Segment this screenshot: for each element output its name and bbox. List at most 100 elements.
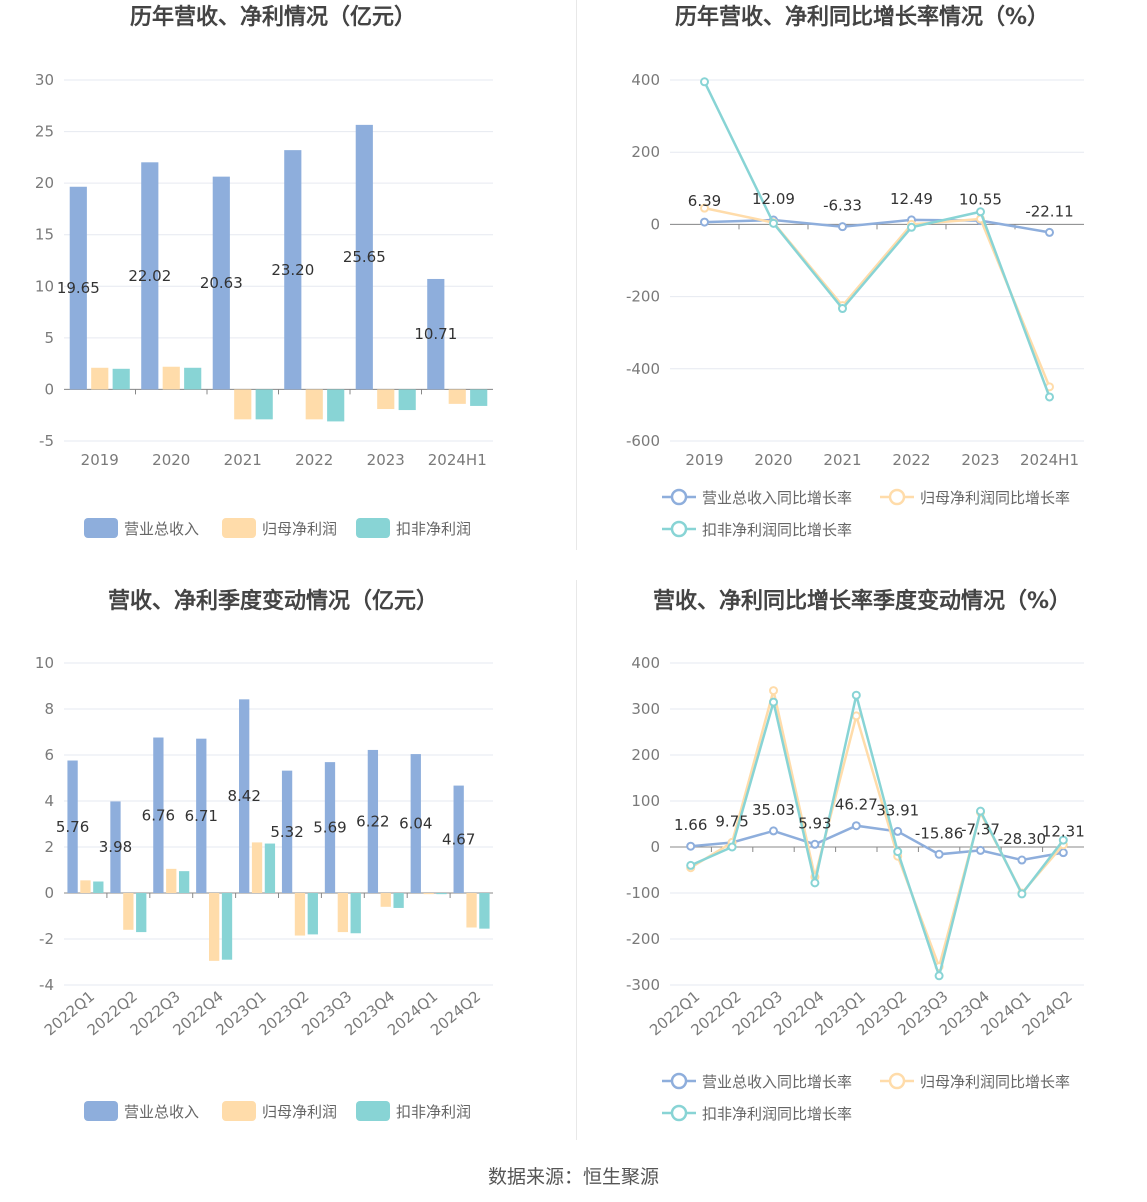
x-tick-label: 2020	[754, 451, 792, 469]
bar-营业总收入-2022	[284, 150, 302, 390]
legend-label: 营业总收入同比增长率	[702, 489, 852, 507]
data-label: 6.76	[142, 806, 175, 824]
y-tick-label: -200	[626, 930, 660, 948]
chart-panel-annual-growth: 历年营收、净利同比增长率情况（%） -600 -400 -200 0 200 400 2019…	[574, 0, 1147, 580]
point-营业总收入同比增长率-2021	[838, 222, 847, 232]
bar-归母净利润-2022Q3	[166, 868, 177, 893]
y-tick-label: 0	[44, 380, 54, 398]
y-tick-label: -200	[626, 288, 660, 306]
point-营业总收入同比增长率-2023Q4	[976, 845, 985, 855]
bar-归母净利润-2023Q4	[380, 893, 391, 907]
bar-扣非净利润-2024H1	[470, 389, 488, 406]
bar-营业总收入-2023Q2	[281, 770, 293, 893]
legend-swatch-marker	[670, 1104, 688, 1122]
point-营业总收入同比增长率-2022Q3	[769, 826, 778, 836]
bar-归母净利润-2020	[162, 366, 180, 390]
bar-扣非净利润-2023Q3	[350, 893, 361, 934]
bar-扣非净利润-2022Q2	[136, 893, 147, 933]
series-line-扣非净利润同比增长率	[690, 694, 1065, 981]
legend-swatch	[84, 1101, 118, 1121]
data-label: 5.32	[270, 823, 303, 841]
y-tick-label: 25	[35, 123, 54, 141]
point-营业总收入同比增长率-2019	[700, 217, 709, 227]
y-tick-label: 0	[650, 838, 660, 856]
y-tick-label: 2	[44, 838, 54, 856]
bar-扣非净利润-2021	[255, 389, 273, 420]
legend-swatch	[356, 518, 390, 538]
data-label: 1.66	[674, 816, 707, 834]
data-label: 23.20	[271, 261, 314, 279]
chart-panel-quarterly-growth: 营收、净利同比增长率季度变动情况（%） -300 -200 -100 0 100 200 30…	[574, 580, 1147, 1160]
x-tick-label: 2020	[152, 451, 190, 469]
legend-swatch-marker	[888, 488, 906, 506]
bar-归母净利润-2021	[234, 389, 252, 420]
legend-label: 营业总收入同比增长率	[702, 1073, 852, 1091]
chart-title: 营收、净利季度变动情况（亿元）	[108, 588, 438, 614]
bar-扣非净利润-2022	[327, 389, 345, 422]
point-扣非净利润同比增长率-2022Q3	[769, 697, 778, 707]
x-tick-label: 2024H1	[1020, 451, 1079, 469]
data-label: -15.86	[915, 824, 963, 842]
legend-label: 扣非净利润同比增长率	[702, 1105, 852, 1123]
y-tick-label: 0	[650, 215, 660, 233]
y-tick-label: 4	[44, 792, 54, 810]
data-label: 10.55	[959, 191, 1002, 209]
series-line-扣非净利润同比增长率	[703, 81, 1051, 398]
y-tick-label: 400	[631, 71, 660, 89]
bar-营业总收入-2024Q1	[410, 754, 421, 893]
x-tick-label: 2021	[823, 451, 861, 469]
point-扣非净利润同比增长率-2024H1	[1045, 392, 1054, 402]
bar-扣非净利润-2022Q1	[93, 881, 104, 893]
point-扣非净利润同比增长率-2023	[976, 207, 985, 217]
bar-营业总收入-2020	[141, 162, 159, 390]
chart-panel-annual-values: 历年营收、净利情况（亿元） -5 0 5 10 15 20 25 30 2019 2020 2021 2…	[0, 0, 573, 580]
legend-swatch-marker	[670, 1072, 688, 1090]
y-tick-label: -600	[626, 432, 660, 450]
y-tick-label: -2	[39, 930, 54, 948]
point-营业总收入同比增长率-2023Q3	[934, 849, 944, 859]
data-label: 10.71	[414, 325, 457, 343]
point-营业总收入同比增长率-2024H1	[1045, 227, 1054, 237]
legend-swatch	[84, 518, 118, 538]
bar-扣非净利润-2023Q2	[307, 893, 318, 935]
data-label: 19.65	[57, 279, 100, 297]
legend-label: 营业总收入	[124, 1103, 199, 1121]
y-tick-label: 200	[631, 746, 660, 764]
y-tick-label: 5	[44, 329, 54, 347]
data-label: 22.02	[128, 267, 171, 285]
bar-归母净利润-2024Q1	[423, 893, 434, 895]
bar-扣非净利润-2023	[398, 389, 416, 411]
data-label: 46.27	[835, 796, 878, 814]
bar-营业总收入-2019	[69, 186, 87, 390]
series-line-归母净利润同比增长率	[704, 206, 1051, 388]
bar-扣非净利润-2023Q4	[393, 893, 404, 908]
legend-label: 营业总收入	[124, 520, 199, 538]
data-label: 6.22	[356, 812, 389, 830]
bar-归母净利润-2019	[91, 367, 109, 390]
data-label: -22.11	[1025, 202, 1073, 220]
chart-title: 历年营收、净利同比增长率情况（%）	[675, 4, 1049, 30]
bar-归母净利润-2022Q4	[209, 893, 220, 961]
bar-营业总收入-2022Q4	[196, 738, 207, 893]
bar-扣非净利润-2022Q3	[178, 871, 190, 893]
data-label: 6.39	[688, 192, 721, 210]
quarterly-revenue-profit-chart: 营收、净利季度变动情况（亿元）-4-202468102022Q12022Q220…	[35, 588, 493, 1121]
y-tick-label: 200	[631, 143, 660, 161]
x-tick-label: 2024H1	[428, 451, 487, 469]
legend-label: 归母净利润同比增长率	[920, 489, 1070, 507]
bar-营业总收入-2022Q2	[110, 801, 121, 893]
panel-divider-top	[576, 0, 577, 550]
data-label: 3.98	[99, 838, 132, 856]
bar-归母净利润-2023Q3	[337, 893, 348, 933]
bar-归母净利润-2022Q1	[80, 880, 91, 893]
bar-扣非净利润-2023Q1	[264, 843, 276, 893]
x-tick-label: 2019	[81, 451, 119, 469]
y-tick-label: 8	[44, 700, 54, 718]
point-营业总收入同比增长率-2023Q1	[851, 821, 861, 831]
y-tick-label: 400	[631, 654, 660, 672]
legend-label: 归母净利润	[262, 520, 337, 538]
y-tick-label: 10	[35, 654, 54, 672]
point-扣非净利润同比增长率-2022Q1	[686, 860, 696, 870]
bar-营业总收入-2024H1	[427, 278, 445, 390]
data-label: 12.09	[752, 190, 795, 208]
